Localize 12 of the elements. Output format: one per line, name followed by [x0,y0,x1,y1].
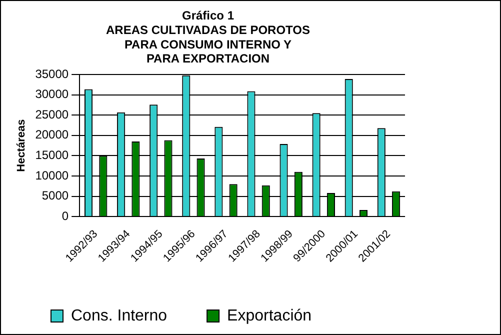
y-tick-label: 15000 [35,148,69,162]
y-tick-label: 20000 [35,128,69,142]
legend-label: Cons. Interno [71,307,168,324]
y-tick-label: 10000 [35,168,69,182]
legend-label: Exportación [227,307,312,324]
y-tick-label: 25000 [35,107,69,122]
y-tick-label: 35000 [35,66,69,81]
y-tick-label: 5000 [42,188,69,203]
y-axis-title: Hectáreas [16,119,28,172]
chart-title: Gráfico 1 AREAS CULTIVADAS DE POROTOS PARA CONSUMO INTERNO Y PARA EXPORTACION [106,8,310,66]
y-tick-label: 30000 [35,87,69,102]
y-tick-label: 0 [62,208,69,223]
